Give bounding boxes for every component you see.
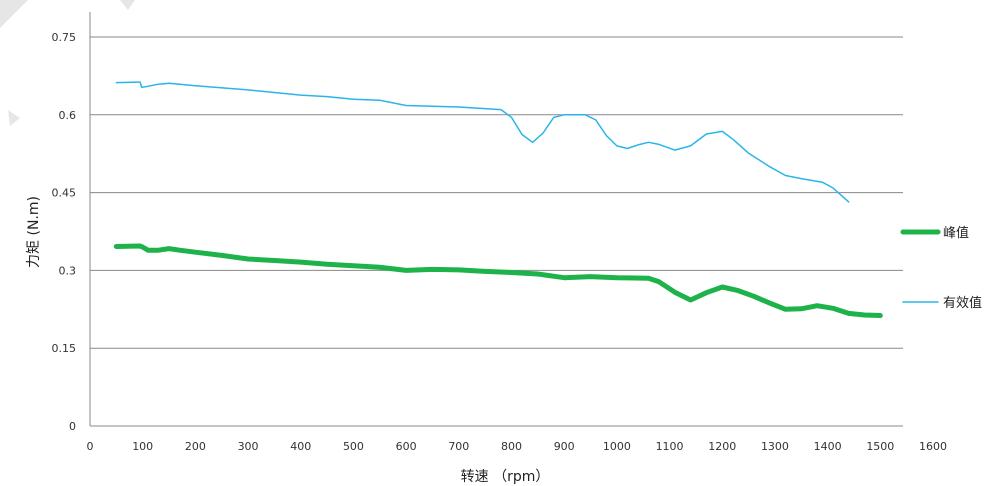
x-tick-label: 1400 [814,440,842,453]
x-tick-label: 1100 [656,440,684,453]
y-tick-label: 0.6 [59,109,77,122]
series-line-rms [115,81,850,203]
x-tick-label: 200 [185,440,206,453]
x-tick-label: 300 [238,440,259,453]
axes [89,12,903,427]
corner-decoration [8,110,20,126]
x-tick-label: 1500 [866,440,894,453]
series-lines [113,81,883,318]
x-tick-label: 800 [501,440,522,453]
y-tick-label: 0.45 [52,187,77,200]
x-tick-labels: 0 100 200 300 400 500 600 700 800 900 1000 1100 1200… [87,440,948,453]
x-tick-label: 0 [87,440,94,453]
x-tick-label: 1600 [919,440,947,453]
y-tick-labels: 0 0.15 0.3 0.45 0.6 0.75 [52,31,77,433]
x-tick-label: 100 [132,440,153,453]
y-axis-title: 力矩 (N.m) [26,196,42,268]
x-tick-label: 600 [396,440,417,453]
gridlines [90,36,903,349]
corner-decoration [120,0,135,10]
corner-decoration [0,0,28,28]
x-tick-label: 400 [290,440,311,453]
legend-label: 峰值 [943,225,969,241]
y-tick-label: 0.15 [52,342,77,355]
x-tick-label: 1000 [603,440,631,453]
x-tick-label: 900 [554,440,575,453]
y-tick-label: 0 [69,420,76,433]
y-tick-label: 0.75 [52,31,77,44]
x-tick-label: 1200 [708,440,736,453]
x-tick-label: 700 [448,440,469,453]
x-tick-label: 1300 [761,440,789,453]
x-tick-label: 500 [343,440,364,453]
x-axis-title: 转速 （rpm） [461,469,550,485]
series-line-peak [113,243,883,318]
legend-label: 有效值 [943,295,982,311]
y-tick-label: 0.3 [59,264,77,277]
